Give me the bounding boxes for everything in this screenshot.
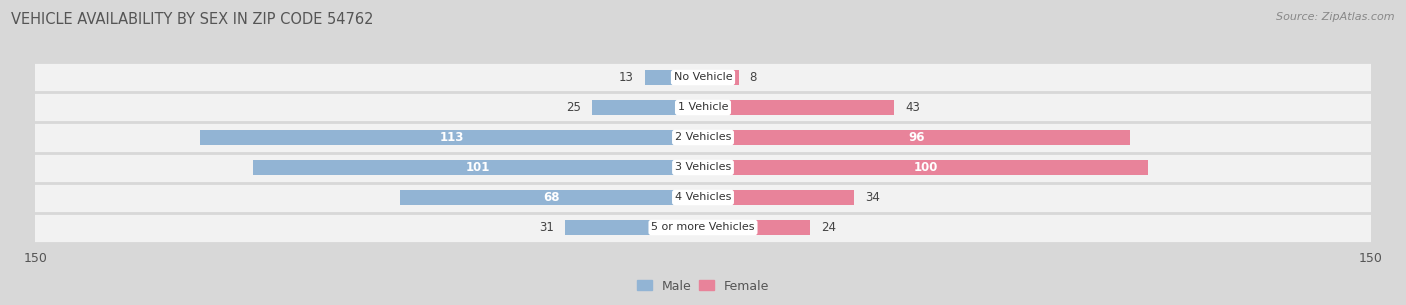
Text: 1 Vehicle: 1 Vehicle [678, 102, 728, 113]
Text: 34: 34 [866, 191, 880, 204]
Bar [253, 160, 703, 175]
Bar [35, 92, 1371, 123]
Bar [35, 63, 1371, 92]
Bar [35, 213, 1371, 242]
Text: 113: 113 [439, 131, 464, 144]
Legend: Male, Female: Male, Female [637, 280, 769, 293]
Text: 4 Vehicles: 4 Vehicles [675, 192, 731, 203]
Bar [703, 100, 894, 115]
Text: 24: 24 [821, 221, 837, 234]
Text: 2 Vehicles: 2 Vehicles [675, 132, 731, 142]
Text: 13: 13 [619, 71, 634, 84]
Bar [703, 70, 738, 85]
Bar [592, 100, 703, 115]
Text: No Vehicle: No Vehicle [673, 73, 733, 82]
Text: 68: 68 [543, 191, 560, 204]
Bar [35, 123, 1371, 152]
Text: 5 or more Vehicles: 5 or more Vehicles [651, 223, 755, 232]
Text: 101: 101 [465, 161, 491, 174]
Text: 25: 25 [565, 101, 581, 114]
Bar [35, 182, 1371, 213]
Bar [703, 130, 1130, 145]
Text: VEHICLE AVAILABILITY BY SEX IN ZIP CODE 54762: VEHICLE AVAILABILITY BY SEX IN ZIP CODE … [11, 12, 374, 27]
Bar [35, 152, 1371, 182]
Text: 96: 96 [908, 131, 925, 144]
Text: 8: 8 [749, 71, 756, 84]
Bar [703, 160, 1149, 175]
Text: Source: ZipAtlas.com: Source: ZipAtlas.com [1277, 12, 1395, 22]
Bar [645, 70, 703, 85]
Bar [401, 190, 703, 205]
Bar [703, 190, 855, 205]
Bar [565, 220, 703, 235]
Text: 43: 43 [905, 101, 921, 114]
Bar [200, 130, 703, 145]
Text: 3 Vehicles: 3 Vehicles [675, 163, 731, 173]
Text: 31: 31 [538, 221, 554, 234]
Text: 100: 100 [914, 161, 938, 174]
Bar [703, 220, 810, 235]
